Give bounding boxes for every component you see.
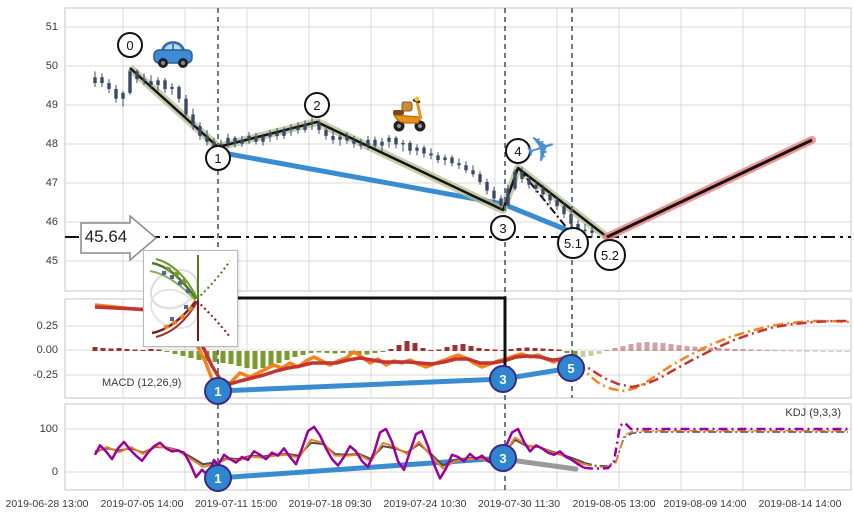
y-tick-label: 47 [45,177,58,189]
wave-marker-3[interactable]: 3 [490,215,516,241]
pattern-thumbnail-inset[interactable] [143,250,238,347]
wave-marker-0[interactable]: 0 [117,32,143,58]
scooter-icon[interactable] [388,93,430,140]
inset-connector-arrow [238,296,510,375]
macd-marker-3[interactable]: 3 [489,365,517,393]
blue-car-icon[interactable] [151,34,195,79]
y-tick-label: 49 [45,99,58,111]
x-tick-label: 2019-07-18 09:30 [288,498,372,510]
x-tick-label: 2019-08-09 14:00 [663,498,747,510]
kdj-marker-3[interactable]: 3 [489,444,517,472]
wave-marker-2[interactable]: 2 [304,92,330,118]
kdj-marker-1[interactable]: 1 [204,464,232,492]
price-callout-arrow-icon [80,214,158,262]
y-tick-label: 100 [39,423,58,435]
y-tick-label: 0.25 [36,320,58,332]
x-tick-label: 2019-07-11 15:00 [194,498,278,510]
macd-marker-5[interactable]: 5 [557,354,585,382]
pattern-thumbnail-icon [149,255,231,341]
candlestick-series [93,67,594,238]
x-tick-label: 2019-06-28 13:00 [5,498,89,510]
y-tick-label: 48 [45,138,58,150]
price-panel-series [65,65,851,241]
y-tick-label: 51 [45,21,58,33]
macd-indicator-label: MACD (12,26,9) [102,377,182,389]
dashed-vertical-guides [217,8,573,490]
x-tick-label: 2019-07-05 14:00 [100,498,184,510]
y-tick-label: -0.25 [32,369,58,381]
x-tick-label: 2019-07-24 10:30 [383,498,467,510]
x-tick-label: 2019-07-30 11:30 [477,498,561,510]
y-tick-label: 50 [45,60,58,72]
x-tick-label: 2019-08-14 14:00 [758,498,842,510]
y-tick-label: 46 [45,216,58,228]
price-callout-value: 45.64 [84,227,128,246]
y-tick-label: 0 [51,466,58,478]
wave-marker-5.1[interactable]: 5.1 [557,227,589,259]
kdj-indicator-label: KDJ (9,3,3) [785,407,841,419]
price-callout[interactable]: 45.64 [60,214,160,262]
wave-marker-5.2[interactable]: 5.2 [594,239,626,271]
y-tick-label: 45 [45,255,58,267]
y-tick-label: 0.00 [36,344,58,356]
macd-marker-1[interactable]: 1 [204,377,232,405]
airplane-icon[interactable]: ✈ [520,124,562,173]
x-tick-label: 2019-08-05 13:00 [572,498,656,510]
wave-marker-4[interactable]: 4 [505,138,531,164]
wave-marker-1[interactable]: 1 [205,145,231,171]
grid-and-panels [64,7,852,491]
